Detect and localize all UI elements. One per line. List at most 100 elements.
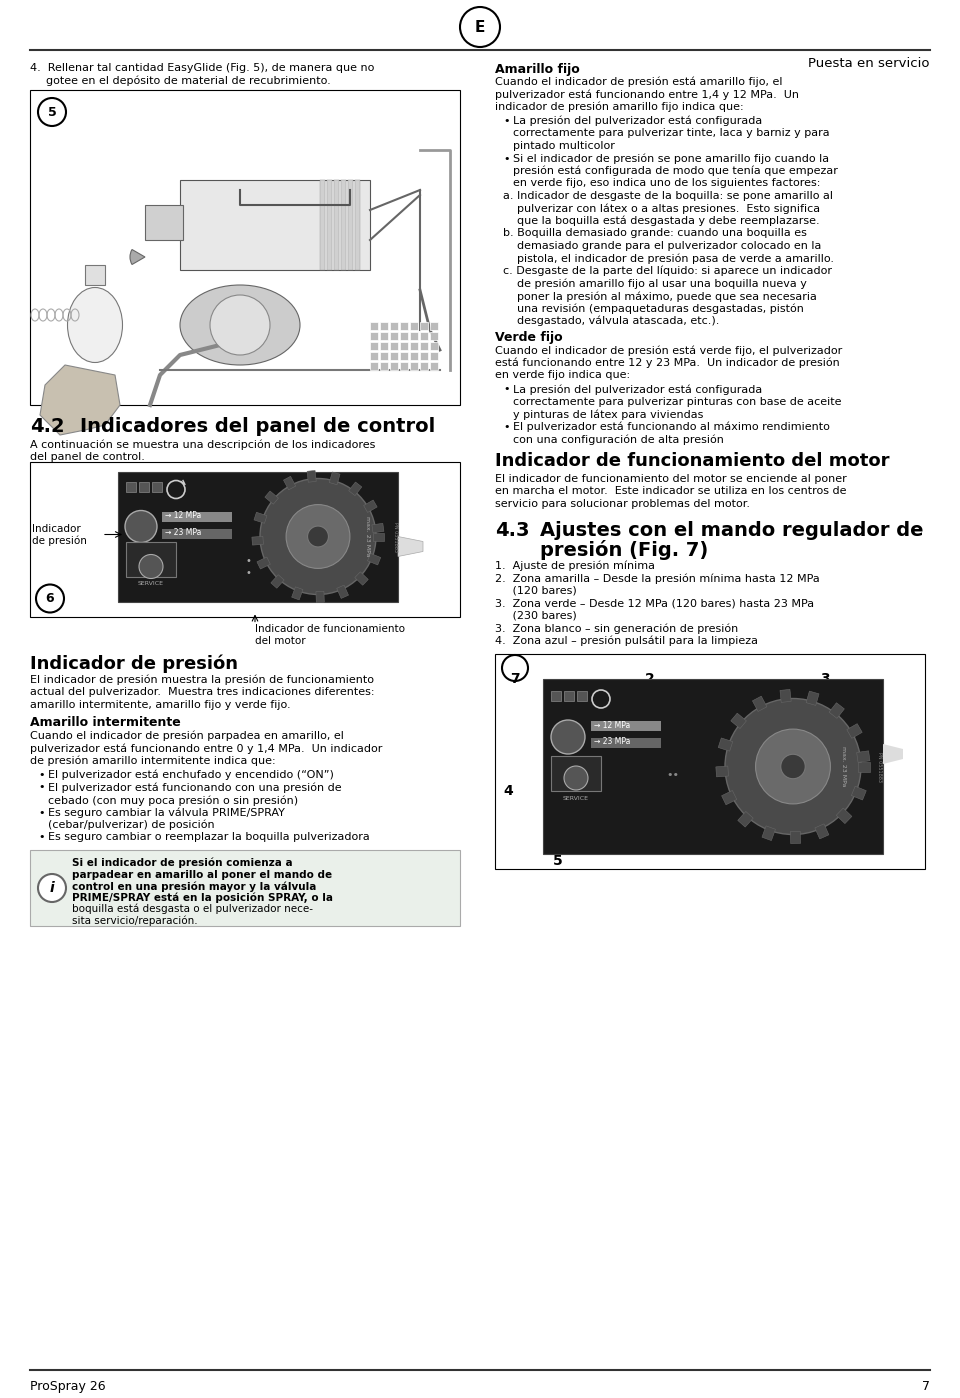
Text: → 12 MPa: → 12 MPa	[594, 721, 631, 731]
Circle shape	[725, 699, 861, 835]
Text: Amarillo intermitente: Amarillo intermitente	[30, 716, 180, 728]
Bar	[126, 541, 176, 576]
Text: pulverizador está funcionando entre 1,4 y 12 MPa.  Un: pulverizador está funcionando entre 1,4 …	[495, 89, 799, 99]
Bar	[327, 180, 332, 270]
Text: 2: 2	[645, 672, 655, 686]
Text: SERVICE: SERVICE	[138, 582, 164, 586]
Text: de presión amarillo intermitente indica que:: de presión amarillo intermitente indica …	[30, 755, 276, 766]
Bar	[400, 352, 408, 361]
Text: indicador de presión amarillo fijo indica que:: indicador de presión amarillo fijo indic…	[495, 102, 744, 112]
Polygon shape	[762, 826, 776, 840]
Text: Cuando el indicador de presión está verde fijo, el pulverizador: Cuando el indicador de presión está verd…	[495, 345, 842, 355]
Bar	[430, 331, 438, 340]
Bar	[430, 322, 438, 330]
Text: Verde fijo: Verde fijo	[495, 331, 563, 344]
Text: 4: 4	[503, 784, 513, 798]
Bar	[543, 679, 883, 854]
Text: •: •	[503, 154, 510, 164]
Bar	[591, 721, 661, 731]
Text: 2.  Zona amarilla – Desde la presión mínima hasta 12 MPa: 2. Zona amarilla – Desde la presión míni…	[495, 573, 820, 583]
Polygon shape	[883, 744, 903, 763]
Text: cebado (con muy poca presión o sin presión): cebado (con muy poca presión o sin presi…	[48, 795, 299, 805]
Text: •: •	[503, 422, 510, 432]
Text: está funcionando entre 12 y 23 MPa.  Un indicador de presión: está funcionando entre 12 y 23 MPa. Un i…	[495, 358, 840, 368]
Bar	[390, 343, 398, 350]
Polygon shape	[731, 713, 747, 728]
Polygon shape	[329, 473, 340, 485]
Text: El indicador de funcionamiento del motor se enciende al poner: El indicador de funcionamiento del motor…	[495, 474, 847, 484]
Bar	[390, 362, 398, 370]
Bar	[370, 362, 378, 370]
Bar	[348, 180, 353, 270]
Bar	[577, 691, 587, 700]
Polygon shape	[738, 811, 754, 828]
Text: El pulverizador está enchufado y encendido (“ON”): El pulverizador está enchufado y encendi…	[48, 770, 334, 780]
Text: Indicador de funcionamiento: Indicador de funcionamiento	[255, 625, 405, 635]
Text: •: •	[503, 116, 510, 126]
Text: (120 bares): (120 bares)	[495, 586, 577, 596]
Polygon shape	[815, 823, 828, 839]
Polygon shape	[271, 575, 284, 589]
Text: una revisión (empaquetaduras desgastadas, pistón: una revisión (empaquetaduras desgastadas…	[503, 303, 804, 315]
Polygon shape	[348, 482, 362, 496]
Bar	[430, 352, 438, 361]
Bar	[31, 91, 459, 404]
Text: Si el indicador de presión se pone amarillo fijo cuando la: Si el indicador de presión se pone amari…	[513, 154, 829, 164]
Text: a. Indicador de desgaste de la boquilla: se pone amarillo al: a. Indicador de desgaste de la boquilla:…	[503, 192, 833, 201]
Text: presión está configurada de modo que tenía que empezar: presión está configurada de modo que ten…	[513, 166, 838, 176]
Bar	[400, 362, 408, 370]
Bar	[126, 481, 136, 492]
Text: 4.  Rellenar tal cantidad EasyGlide (Fig. 5), de manera que no: 4. Rellenar tal cantidad EasyGlide (Fig.…	[30, 63, 374, 73]
Text: •: •	[38, 808, 44, 818]
Bar	[30, 461, 460, 617]
Text: 7: 7	[510, 672, 519, 686]
Text: PRIME/SPRAY está en la posición SPRAY, o la: PRIME/SPRAY está en la posición SPRAY, o…	[72, 892, 333, 903]
Text: (230 bares): (230 bares)	[495, 611, 577, 621]
Text: correctamente para pulverizar tinte, laca y barniz y para: correctamente para pulverizar tinte, lac…	[513, 129, 829, 138]
Text: 5: 5	[48, 105, 57, 119]
Polygon shape	[283, 477, 296, 489]
Bar	[370, 343, 378, 350]
Text: en verde fijo indica que:: en verde fijo indica que:	[495, 370, 630, 380]
Text: 5: 5	[553, 854, 563, 868]
Text: → 23 MPa: → 23 MPa	[165, 528, 202, 537]
Bar	[320, 180, 325, 270]
Text: 3: 3	[820, 672, 829, 686]
Text: ••: ••	[666, 770, 680, 780]
Bar	[430, 362, 438, 370]
Polygon shape	[852, 786, 866, 800]
Bar	[30, 850, 460, 925]
Text: b. Boquilla demasiado grande: cuando una boquilla es: b. Boquilla demasiado grande: cuando una…	[503, 228, 806, 239]
Text: pulverizador está funcionando entre 0 y 1,4 MPa.  Un indicador: pulverizador está funcionando entre 0 y …	[30, 742, 382, 754]
Bar	[355, 180, 360, 270]
Bar	[152, 481, 162, 492]
Polygon shape	[836, 808, 852, 823]
Text: PN 0551883: PN 0551883	[393, 521, 397, 551]
Bar	[118, 471, 398, 601]
Polygon shape	[790, 832, 801, 843]
Bar	[420, 331, 428, 340]
Text: •: •	[38, 783, 44, 793]
Bar	[145, 206, 183, 240]
Text: que la boquilla está desgastada y debe reemplazarse.: que la boquilla está desgastada y debe r…	[503, 217, 820, 226]
Text: 1: 1	[553, 692, 563, 706]
Polygon shape	[252, 537, 263, 545]
Circle shape	[139, 555, 163, 579]
Bar	[162, 512, 232, 521]
Text: sita servicio/reparación.: sita servicio/reparación.	[72, 916, 198, 925]
Text: del motor: del motor	[255, 636, 305, 646]
Text: SERVICE: SERVICE	[563, 797, 589, 801]
Polygon shape	[856, 751, 870, 762]
Polygon shape	[364, 500, 377, 513]
Text: Cuando el indicador de presión está amarillo fijo, el: Cuando el indicador de presión está amar…	[495, 77, 782, 87]
Polygon shape	[316, 591, 324, 603]
Text: Indicador: Indicador	[32, 523, 81, 534]
Polygon shape	[847, 724, 862, 738]
Polygon shape	[337, 586, 348, 598]
Bar	[380, 352, 388, 361]
Bar	[400, 343, 408, 350]
Text: Indicadores del panel de control: Indicadores del panel de control	[80, 417, 435, 436]
Bar	[410, 352, 418, 361]
Text: 6: 6	[46, 591, 55, 605]
Bar	[370, 352, 378, 361]
